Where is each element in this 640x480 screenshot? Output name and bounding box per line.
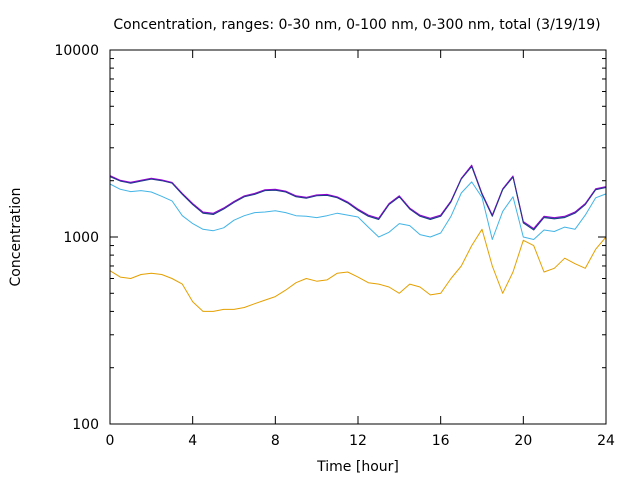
- x-tick-label: 12: [349, 433, 367, 449]
- x-tick-label: 16: [432, 433, 450, 449]
- x-tick-label: 0: [106, 433, 115, 449]
- series-line-3: [109, 165, 607, 230]
- x-tick-label: 20: [514, 433, 532, 449]
- series-line-5: [109, 166, 607, 231]
- series-line-1: [109, 228, 607, 312]
- y-axis: 100 1000 10000: [54, 43, 606, 433]
- x-axis-label: Time [hour]: [316, 459, 399, 475]
- y-tick-label: 10000: [54, 43, 99, 59]
- chart-title: Concentration, ranges: 0-30 nm, 0-100 nm…: [113, 17, 600, 33]
- x-axis: 0 4 8 12 16 20 24: [106, 50, 615, 449]
- x-tick-label: 4: [188, 433, 197, 449]
- series-layer: [109, 164, 607, 312]
- x-tick-label: 8: [271, 433, 280, 449]
- plot-frame: [109, 49, 607, 425]
- x-tick-label: 24: [597, 433, 615, 449]
- y-tick-label: 100: [72, 417, 99, 433]
- y-axis-label: Concentration: [8, 187, 24, 286]
- series-line-2: [109, 181, 607, 240]
- y-tick-label: 1000: [63, 230, 99, 246]
